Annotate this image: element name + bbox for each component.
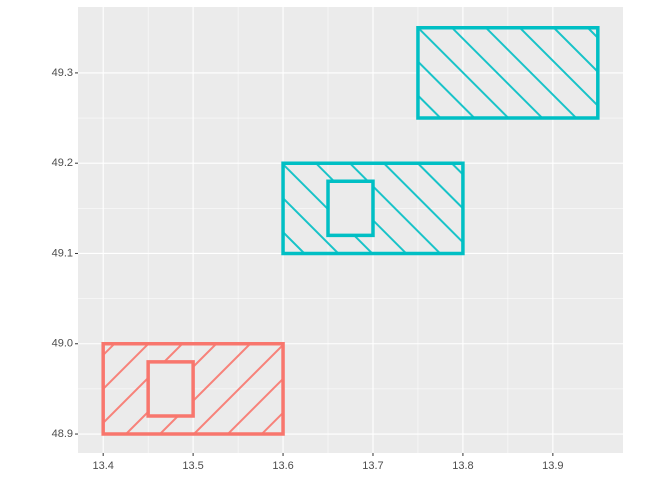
y-tick-label: 49.3: [52, 67, 73, 79]
x-tick-label: 13.4: [92, 460, 113, 472]
x-tick-label: 13.8: [452, 460, 473, 472]
polygon-hole: [146, 360, 195, 418]
y-tick-label: 49.0: [52, 338, 73, 350]
polygon-hole: [326, 179, 375, 238]
y-tick-label: 49.2: [52, 157, 73, 169]
x-tick-label: 13.7: [362, 460, 383, 472]
y-tick-label: 48.9: [52, 428, 73, 440]
polygon-outline: [101, 342, 285, 436]
y-tick-label: 49.1: [52, 247, 73, 259]
polygon-outline: [416, 26, 600, 120]
x-tick-label: 13.9: [542, 460, 563, 472]
polygon-outline: [281, 161, 465, 256]
x-tick-label: 13.5: [182, 460, 203, 472]
hatch-fill: [417, 27, 598, 119]
x-tick-label: 13.6: [272, 460, 293, 472]
